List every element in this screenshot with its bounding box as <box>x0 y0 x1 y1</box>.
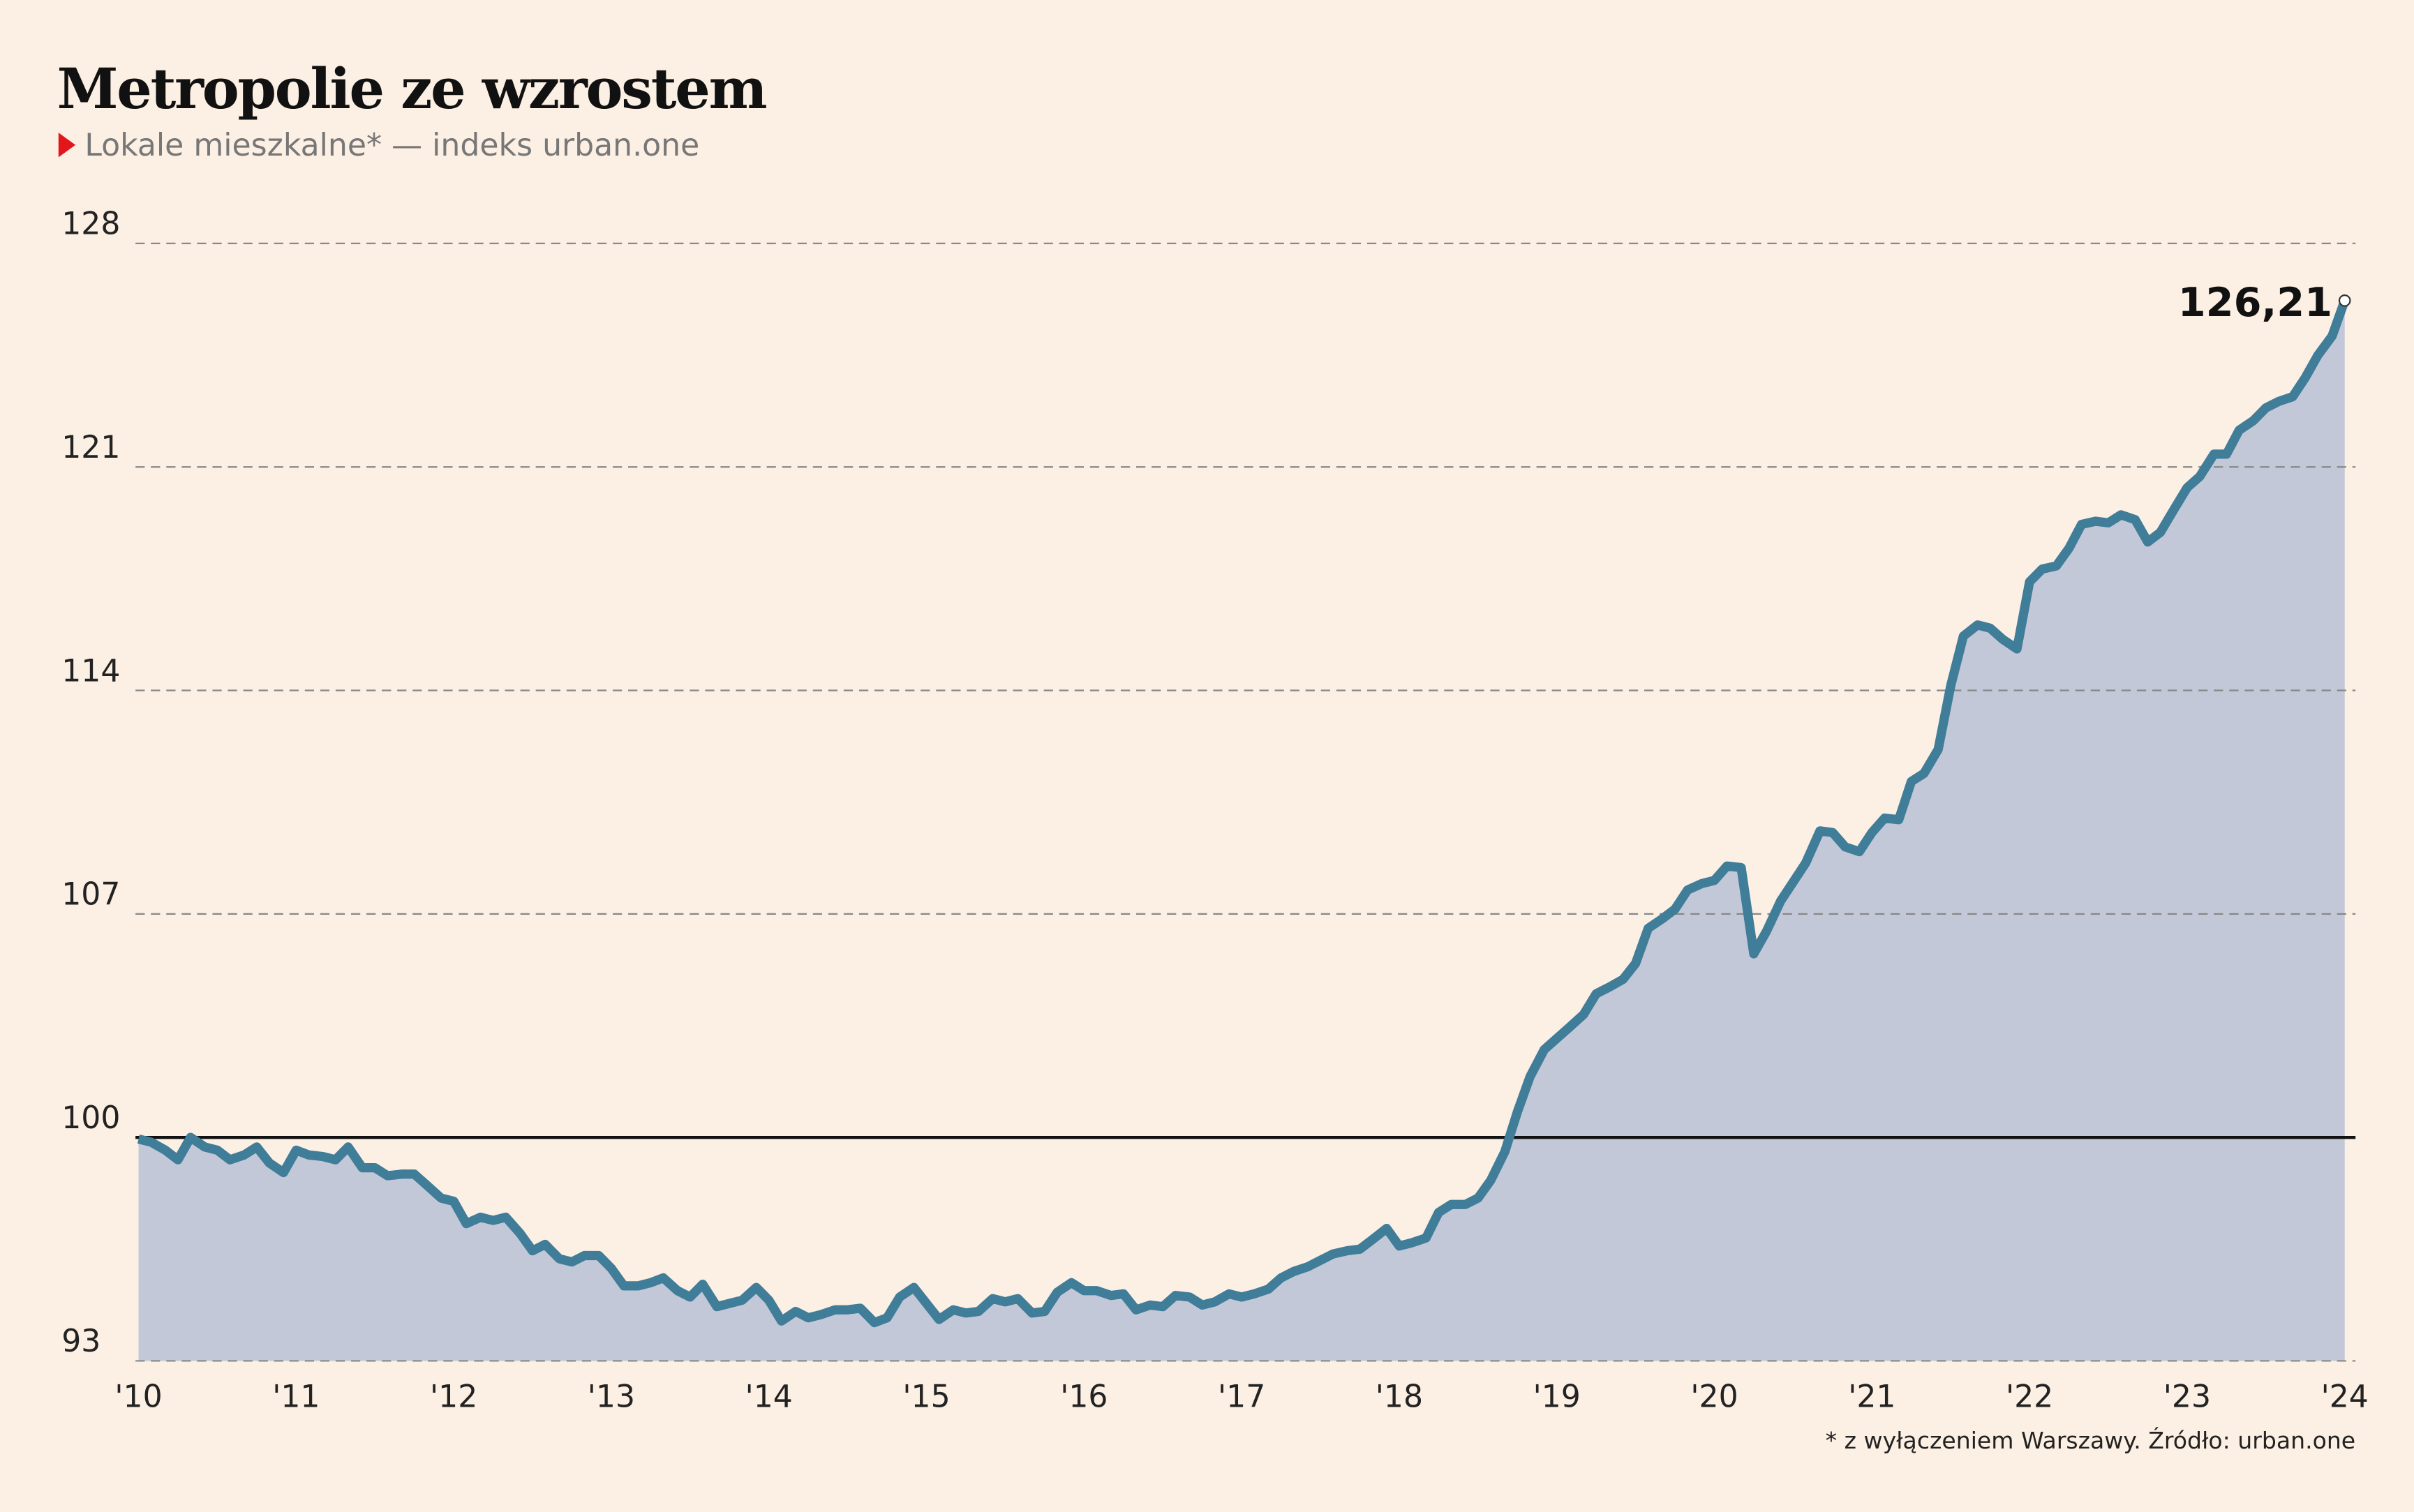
x-tick-label: '16 <box>1060 1379 1108 1415</box>
x-tick-label: '24 <box>2321 1379 2369 1415</box>
y-tick-label: 114 <box>61 653 120 689</box>
x-tick-label: '19 <box>1533 1379 1581 1415</box>
value-label: 126,21 <box>2178 279 2332 326</box>
x-tick-label: '13 <box>588 1379 635 1415</box>
x-tick-label: '15 <box>902 1379 950 1415</box>
chart-subtitle: Lokale mieszkalne* — indeks urban.one <box>84 128 699 163</box>
y-tick-label: 107 <box>61 877 120 913</box>
x-tick-label: '20 <box>1690 1379 1738 1415</box>
subtitle-marker <box>58 133 76 158</box>
x-tick-label: '21 <box>1848 1379 1895 1415</box>
y-tick-label: 121 <box>61 430 120 465</box>
x-tick-label: '11 <box>272 1379 320 1415</box>
end-point <box>2338 294 2351 307</box>
x-tick-label: '10 <box>114 1379 162 1415</box>
x-tick-label: '12 <box>430 1379 477 1415</box>
x-tick-label: '14 <box>745 1379 793 1415</box>
y-tick-label: 128 <box>61 207 120 242</box>
footnote: * z wyłączeniem Warszawy. Źródło: urban.… <box>1826 1426 2356 1454</box>
line <box>137 299 2349 1328</box>
area-fill <box>138 300 2345 1361</box>
y-tick-label: 100 <box>61 1100 120 1136</box>
chart-title: Metropolie ze wzrostem <box>57 56 767 121</box>
x-tick-label: '18 <box>1376 1379 1423 1415</box>
y-tick-label: 93 <box>61 1324 100 1359</box>
x-tick-label: '22 <box>2006 1379 2053 1415</box>
x-tick-label: '17 <box>1218 1379 1265 1415</box>
x-tick-label: '23 <box>2163 1379 2211 1415</box>
